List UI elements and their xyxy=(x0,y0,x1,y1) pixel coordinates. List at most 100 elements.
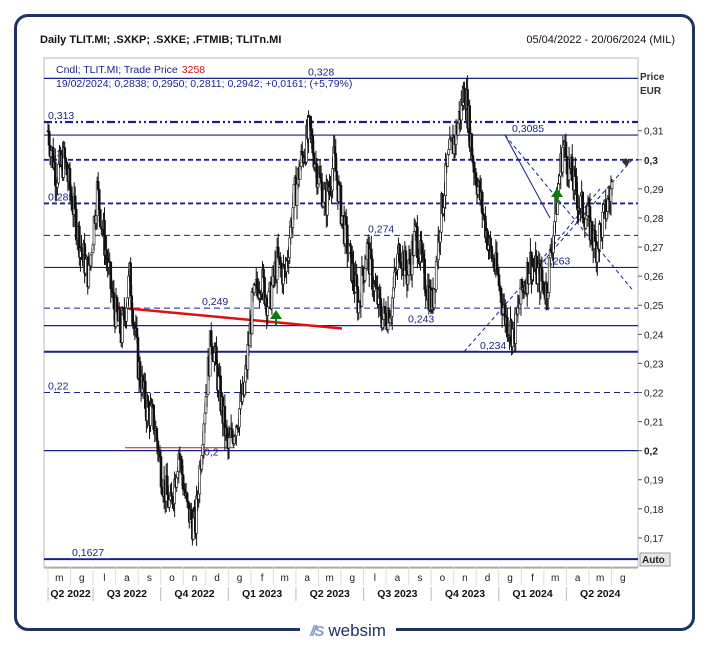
candle-body xyxy=(447,149,451,155)
x-month-label: s xyxy=(417,573,422,584)
x-month-label: g xyxy=(507,573,513,584)
x-month-label: a xyxy=(124,573,130,584)
candle-body xyxy=(335,171,339,181)
candle-body xyxy=(292,184,296,209)
y-tick-label: 0,27 xyxy=(644,243,664,254)
falling-channel-line xyxy=(504,134,633,290)
x-quarter-label: Q4 2023 xyxy=(445,588,485,600)
y-tick-label: 0,18 xyxy=(644,505,664,516)
x-month-label: n xyxy=(462,573,468,584)
candle-body xyxy=(227,437,231,449)
candle-body xyxy=(322,188,326,203)
candle-body xyxy=(185,492,189,502)
level-label: 0,234 xyxy=(480,340,506,352)
candle-body xyxy=(270,284,274,309)
level-label: 0,285 xyxy=(48,191,74,203)
buy-signal-arrow-icon xyxy=(270,310,282,325)
candle-body xyxy=(564,141,568,157)
x-month-label: g xyxy=(349,573,355,584)
x-month-label: a xyxy=(575,573,581,584)
x-month-label: d xyxy=(485,573,491,584)
triangle-edge xyxy=(504,134,551,219)
level-label: 0,1627 xyxy=(72,547,104,559)
x-month-label: m xyxy=(326,573,334,584)
level-label-bg xyxy=(306,66,340,78)
x-month-label: f xyxy=(261,573,264,584)
x-month-label: l xyxy=(374,573,376,584)
level-label-bg xyxy=(46,147,68,159)
x-month-label: g xyxy=(237,573,243,584)
y-tick-label: 0,25 xyxy=(644,301,664,312)
y-tick-label: 0,19 xyxy=(644,476,664,487)
candle-body xyxy=(90,252,94,256)
y-tick-label: 0,31 xyxy=(644,127,664,138)
x-month-label: n xyxy=(192,573,198,584)
logo-text: websim xyxy=(328,621,386,640)
auto-scale-button[interactable] xyxy=(639,552,671,567)
x-month-label: a xyxy=(304,573,310,584)
y-tick-label: 0,3 xyxy=(644,156,658,167)
x-quarter-label: Q4 2022 xyxy=(174,588,214,600)
candle-body xyxy=(203,412,207,425)
x-month-label: a xyxy=(395,573,401,584)
level-label-bg xyxy=(46,109,80,121)
x-quarter-label: Q1 2024 xyxy=(512,588,552,600)
x-month-label: m xyxy=(596,573,604,584)
logo-mark: //S xyxy=(310,622,324,640)
level-label-bg xyxy=(200,296,234,308)
level-label: 0,249 xyxy=(202,296,228,308)
candle-body xyxy=(84,258,87,274)
legend-series-label: Cndl; TLIT.MI; Trade Price xyxy=(56,64,178,76)
level-label-bg xyxy=(366,223,400,235)
x-month-label: o xyxy=(440,573,446,584)
y-tick-label: 0,17 xyxy=(644,534,664,545)
candle-body xyxy=(363,268,367,281)
y-tick-label: 0,29 xyxy=(644,185,664,196)
support-label: 0,2 xyxy=(204,447,219,459)
y-tick-label: 0,22 xyxy=(644,388,664,399)
level-label-bg xyxy=(70,547,110,559)
x-quarter-label: Q1 2023 xyxy=(242,588,282,600)
cursor-marker-icon xyxy=(622,158,630,166)
level-label-bg xyxy=(46,380,74,392)
candle-body xyxy=(541,280,545,284)
x-quarter-label: Q2 2023 xyxy=(310,588,350,600)
buy-signal-arrow-icon xyxy=(551,188,563,203)
candle-body xyxy=(610,181,614,190)
candle-body xyxy=(276,246,280,259)
x-quarter-label: Q3 2023 xyxy=(377,588,417,600)
level-label-bg xyxy=(46,191,80,203)
x-month-label: g xyxy=(620,573,626,584)
level-label: 0,243 xyxy=(408,314,434,326)
x-month-label: s xyxy=(147,573,152,584)
candle-body xyxy=(125,307,128,322)
x-month-label: m xyxy=(55,573,63,584)
y-tick-label: 0,24 xyxy=(644,330,664,341)
level-label: 0,274 xyxy=(368,223,394,235)
candle-body xyxy=(446,154,450,167)
level-label: 0,313 xyxy=(48,110,74,122)
candle-body xyxy=(99,209,102,228)
x-month-label: l xyxy=(103,573,105,584)
x-month-label: m xyxy=(280,573,288,584)
chart-title: Daily TLIT.MI; .SXKP; .SXKE; .FTMIB; TLI… xyxy=(40,34,282,46)
x-month-label: f xyxy=(531,573,534,584)
x-quarter-label: Q2 2022 xyxy=(50,588,90,600)
candle-body xyxy=(96,181,100,191)
y-tick-label: 0,2 xyxy=(644,447,658,458)
candle-body xyxy=(584,218,588,229)
websim-logo: //S websim xyxy=(300,619,396,643)
level-label: 0,328 xyxy=(308,66,334,78)
y-tick-label: 0,21 xyxy=(644,418,664,429)
candle-body xyxy=(149,405,152,426)
date-range: 05/04/2022 - 20/06/2024 (MIL) xyxy=(526,34,675,46)
rising-channel-line xyxy=(463,159,633,353)
auto-scale-label: Auto xyxy=(642,555,665,566)
candle-body xyxy=(506,317,509,338)
y-axis-unit: EUR xyxy=(640,86,662,97)
candle-body xyxy=(97,189,101,210)
candle-body xyxy=(361,267,365,276)
legend-series: Cndl; TLIT.MI; Trade Price 3258 xyxy=(56,64,205,76)
level-label-bg xyxy=(478,339,512,351)
